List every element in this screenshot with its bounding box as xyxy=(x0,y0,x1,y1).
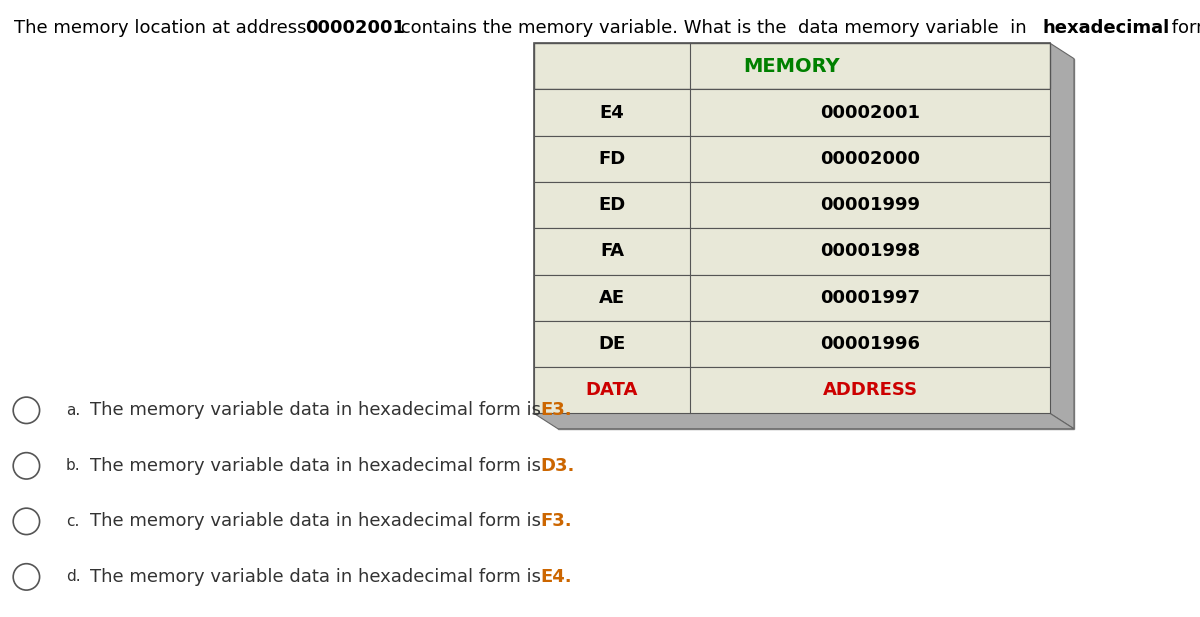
Text: E4.: E4. xyxy=(541,568,572,586)
Text: E3.: E3. xyxy=(541,401,572,420)
Text: E4: E4 xyxy=(600,104,624,122)
Text: 00002000: 00002000 xyxy=(820,150,920,168)
Text: DE: DE xyxy=(599,335,625,353)
Polygon shape xyxy=(534,321,1050,367)
Text: d.: d. xyxy=(66,569,80,584)
Text: The memory variable data in hexadecimal form is: The memory variable data in hexadecimal … xyxy=(90,401,547,420)
Polygon shape xyxy=(534,43,1050,413)
Text: D3.: D3. xyxy=(541,457,575,475)
Polygon shape xyxy=(1050,43,1074,429)
Text: MEMORY: MEMORY xyxy=(744,57,840,76)
Text: AE: AE xyxy=(599,289,625,307)
Text: ED: ED xyxy=(599,196,625,214)
Text: 00002001: 00002001 xyxy=(820,104,920,122)
Text: ADDRESS: ADDRESS xyxy=(822,381,918,399)
Text: F3.: F3. xyxy=(541,512,572,531)
Polygon shape xyxy=(534,136,1050,182)
Text: form?: form? xyxy=(1166,19,1200,37)
Text: b.: b. xyxy=(66,458,80,473)
Text: 00001997: 00001997 xyxy=(820,289,920,307)
Text: The memory variable data in hexadecimal form is: The memory variable data in hexadecimal … xyxy=(90,568,547,586)
Text: hexadecimal: hexadecimal xyxy=(1043,19,1170,37)
Text: The memory location at address: The memory location at address xyxy=(14,19,313,37)
Text: 00001999: 00001999 xyxy=(820,196,920,214)
Polygon shape xyxy=(534,367,1050,413)
Polygon shape xyxy=(558,59,1074,429)
Polygon shape xyxy=(534,43,1050,89)
Text: The memory variable data in hexadecimal form is: The memory variable data in hexadecimal … xyxy=(90,457,547,475)
Text: 00001998: 00001998 xyxy=(820,242,920,260)
Polygon shape xyxy=(534,228,1050,275)
Text: FD: FD xyxy=(599,150,625,168)
Polygon shape xyxy=(534,182,1050,228)
Text: FA: FA xyxy=(600,242,624,260)
Text: DATA: DATA xyxy=(586,381,638,399)
Text: The memory variable data in hexadecimal form is: The memory variable data in hexadecimal … xyxy=(90,512,547,531)
Polygon shape xyxy=(534,413,1074,429)
Text: 00002001: 00002001 xyxy=(306,19,406,37)
Text: 00001996: 00001996 xyxy=(820,335,920,353)
Text: contains the memory variable. What is the  data memory variable  in: contains the memory variable. What is th… xyxy=(395,19,1032,37)
Text: a.: a. xyxy=(66,403,80,418)
Polygon shape xyxy=(534,275,1050,321)
Polygon shape xyxy=(534,89,1050,136)
Text: c.: c. xyxy=(66,514,79,529)
